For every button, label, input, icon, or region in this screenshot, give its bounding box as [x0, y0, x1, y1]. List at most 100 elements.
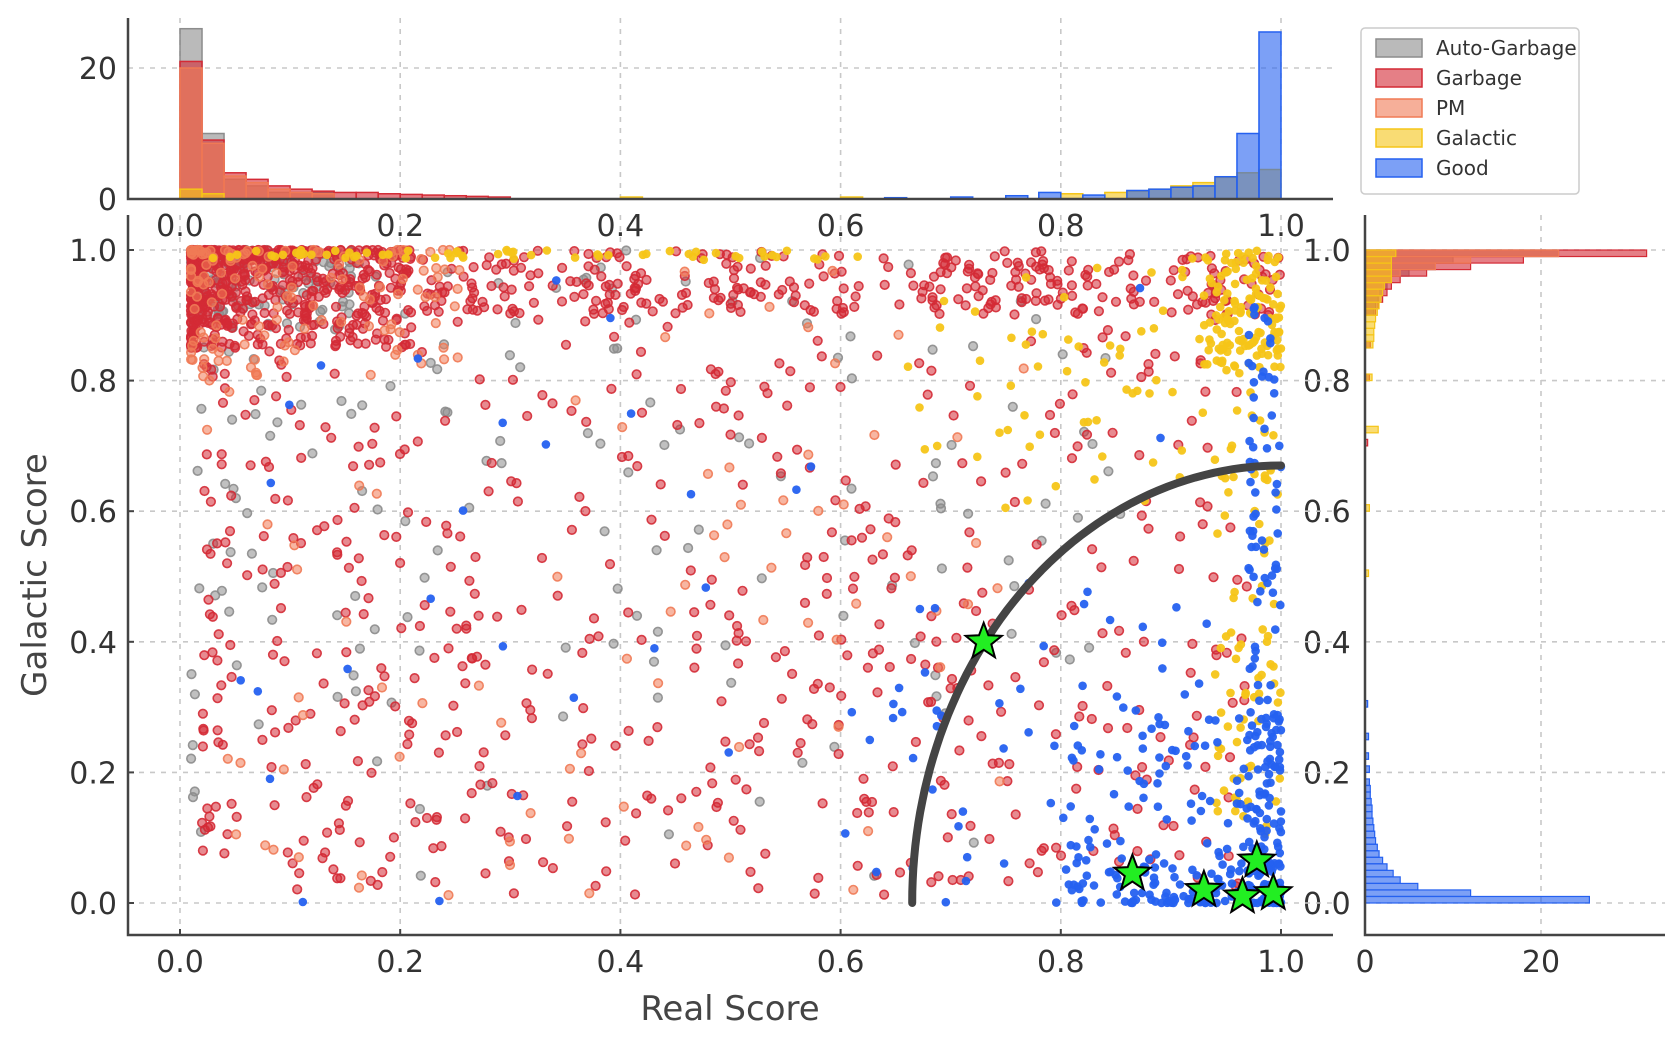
scatter-point [1069, 721, 1079, 731]
scatter-point [189, 303, 200, 315]
scatter-point [596, 271, 607, 282]
scatter-point [481, 260, 492, 271]
scatter-point [1249, 378, 1259, 387]
scatter-point [1120, 647, 1131, 658]
scatter-point [583, 261, 594, 272]
scatter-point [199, 354, 210, 365]
scatter-point [316, 361, 326, 370]
scatter-point [691, 643, 702, 654]
scatter-point [350, 590, 361, 602]
top-y-tick-label: 20 [79, 52, 117, 87]
scatter-point [1262, 444, 1272, 453]
scatter-point [188, 335, 199, 347]
scatter-point [950, 255, 961, 266]
scatter-point [461, 620, 472, 631]
scatter-point [186, 354, 197, 365]
scatter-point [197, 249, 208, 260]
scatter-point [1030, 295, 1041, 307]
scatter-point [419, 599, 430, 611]
scatter-point [630, 808, 642, 819]
scatter-point [851, 598, 862, 609]
scatter-point [1000, 467, 1011, 478]
scatter-point [630, 283, 642, 294]
top-histogram-spines [126, 18, 1333, 201]
scatter-point [504, 350, 516, 361]
scatter-point [867, 554, 878, 565]
scatter-point [1079, 599, 1089, 609]
scatter-point [267, 649, 279, 660]
scatter-point [506, 284, 517, 295]
scatter-point [716, 696, 727, 707]
scatter-point [564, 763, 576, 774]
scatter-point [1105, 341, 1115, 350]
scatter-point [286, 292, 297, 303]
scatter-point [422, 305, 433, 317]
right-histogram-bar [1364, 869, 1394, 878]
top-histogram-bars [179, 27, 1282, 200]
scatter-point [266, 761, 277, 773]
scatter-point [388, 832, 400, 843]
scatter-point [1255, 416, 1265, 425]
scatter-point [934, 308, 945, 320]
scatter-point [621, 261, 632, 272]
scatter-point [1235, 368, 1244, 378]
scatter-point [964, 527, 975, 538]
scatter-point [1119, 703, 1128, 712]
scatter-point [542, 246, 552, 255]
scatter-point [240, 409, 251, 420]
scatter-point [334, 282, 345, 293]
scatter-point [202, 424, 213, 435]
scatter-point [352, 251, 361, 261]
scatter-point [400, 515, 411, 527]
scatter-point [782, 400, 793, 411]
scatter-point [813, 505, 824, 517]
scatter-point [1197, 519, 1208, 530]
right-histogram-bar [1364, 262, 1392, 271]
scatter-point [466, 652, 477, 664]
scatter-point [394, 448, 406, 460]
scatter-point [1020, 293, 1032, 305]
scatter-point [305, 338, 316, 349]
scatter-point [284, 308, 295, 320]
scatter-point [328, 864, 339, 875]
scatter-point [1153, 802, 1163, 811]
scatter-point [396, 622, 407, 634]
scatter-point [1241, 341, 1250, 351]
scatter-point [1038, 843, 1049, 854]
scatter-point [797, 757, 808, 768]
scatter-point [651, 545, 662, 556]
scatter-point [1158, 306, 1168, 316]
scatter-point [239, 339, 250, 350]
scatter-point [236, 676, 245, 685]
series-auto-garbage [185, 244, 1126, 881]
scatter-point [1223, 267, 1232, 276]
right-histogram-bar [1364, 321, 1376, 329]
scatter-point [250, 409, 261, 420]
scatter-point [910, 736, 922, 748]
scatter-point [458, 253, 468, 262]
scatter-point [296, 452, 307, 464]
scatter-point [752, 732, 764, 743]
scatter-point [285, 400, 294, 410]
scatter-point [415, 870, 426, 881]
scatter-point [660, 332, 671, 343]
scatter-point [1136, 371, 1147, 383]
scatter-point [710, 401, 722, 412]
y-tick-label: 0.8 [69, 365, 117, 400]
right-histogram-bar [1364, 268, 1392, 277]
scatter-point [1232, 799, 1242, 808]
scatter-point [744, 739, 755, 750]
scatter-point [702, 468, 714, 480]
scatter-point [1276, 817, 1286, 826]
scatter-point [977, 587, 988, 598]
scatter-point [204, 609, 215, 620]
scatter-point [232, 250, 242, 259]
scatter-point [1134, 296, 1145, 307]
scatter-point [708, 530, 720, 541]
scatter-point [812, 335, 823, 346]
scatter-point [1150, 348, 1161, 360]
scatter-point [1241, 688, 1250, 698]
scatter-point [480, 659, 491, 670]
scatter-point [1038, 657, 1049, 668]
scatter-point [413, 354, 423, 363]
